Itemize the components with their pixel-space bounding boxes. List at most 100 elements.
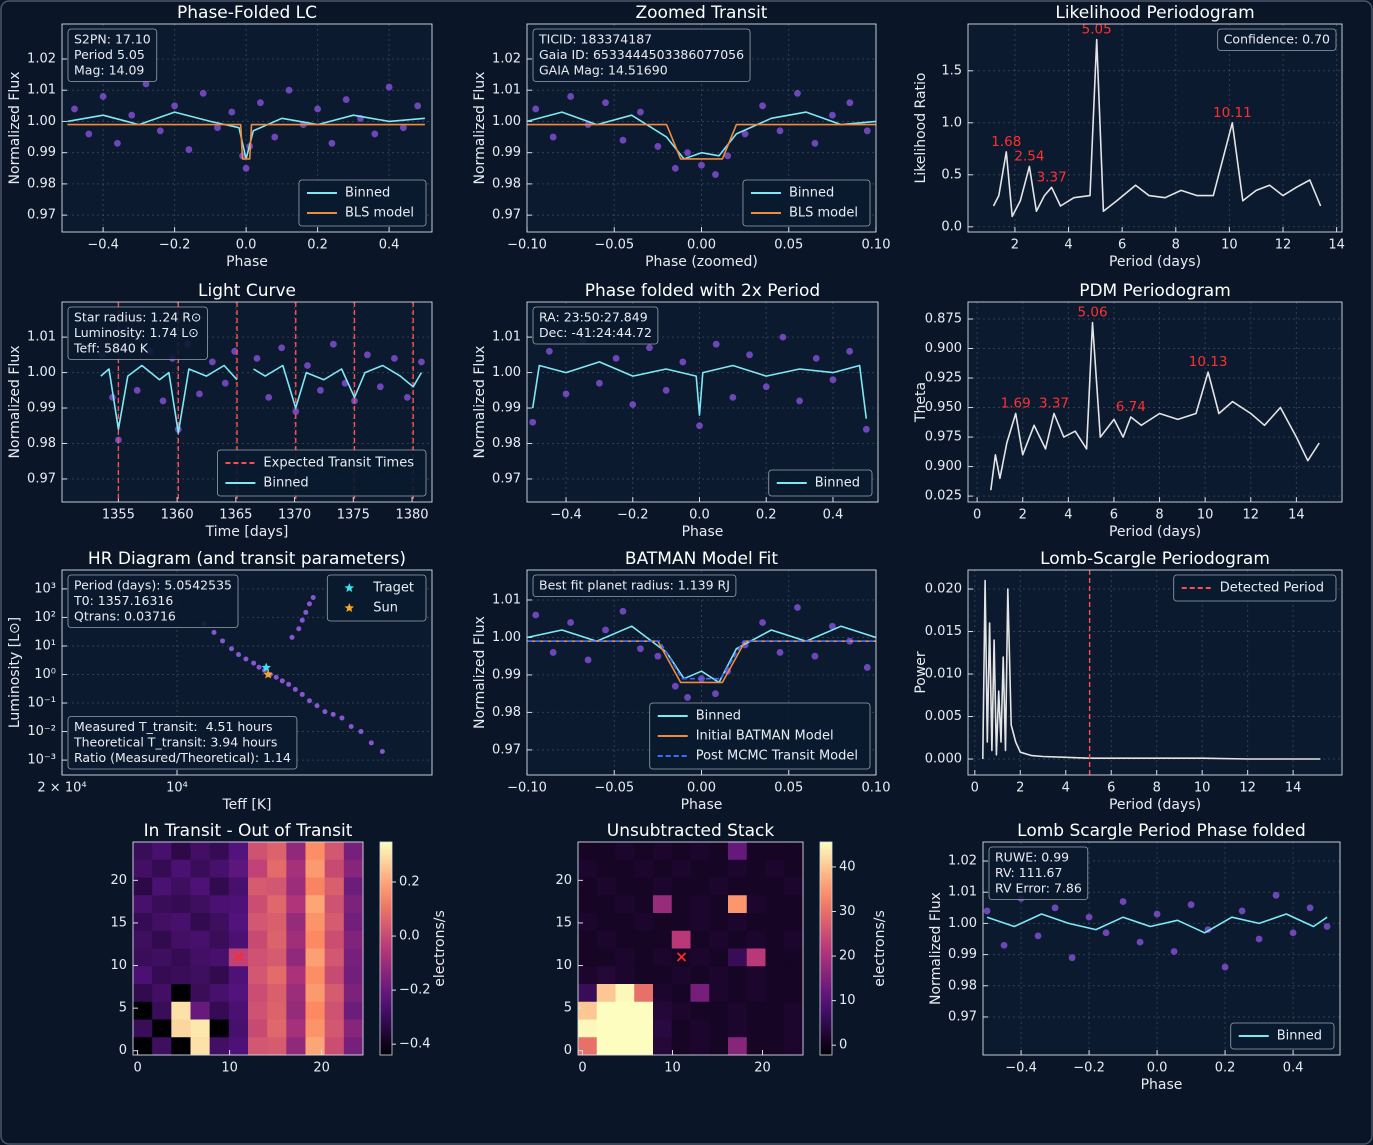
data-point <box>679 358 687 366</box>
heat-cell <box>228 1019 249 1038</box>
star-point <box>322 709 328 715</box>
y-tick-label: 0.99 <box>27 401 56 416</box>
heat-cell <box>765 859 785 878</box>
data-point <box>549 133 557 141</box>
x-tick-label: 0.2 <box>307 238 328 253</box>
y-tick-label: 0.99 <box>27 145 56 160</box>
heat-cell <box>190 842 210 861</box>
heat-cell <box>746 877 766 896</box>
heat-cell <box>784 859 804 878</box>
legend-label: Binned <box>696 709 741 724</box>
y-tick-label: 10⁰ <box>34 667 56 682</box>
x-marker <box>234 952 244 962</box>
y-tick-label: 0.99 <box>492 145 521 160</box>
info-text: S2PN: 17.10 <box>74 32 151 47</box>
data-point <box>265 393 273 401</box>
star-marker <box>261 662 271 672</box>
y-axis-label: Normalized Flux <box>7 72 23 185</box>
chart-title: HR Diagram (and transit parameters) <box>88 549 406 569</box>
legend-swatch <box>344 583 355 592</box>
x-tick-label: −0.2 <box>159 238 191 253</box>
heat-cell <box>133 1037 153 1056</box>
heat-cell <box>634 859 654 878</box>
info-text: RUWE: 0.99 <box>995 850 1069 865</box>
x-tick-label: 0.10 <box>862 238 891 253</box>
x-tick-label: 0.0 <box>1147 1061 1168 1076</box>
colorbar-tick-label: 30 <box>839 904 856 919</box>
series-line <box>990 321 1320 491</box>
info-text: Luminosity: 1.74 L⊙ <box>74 325 199 340</box>
heat-cell <box>324 1001 345 1020</box>
y-tick-label: 0.97 <box>492 471 521 486</box>
data-point <box>671 164 679 172</box>
heat-cell <box>596 1019 616 1038</box>
heat-cell <box>728 877 748 896</box>
peak-label: 10.11 <box>1213 105 1252 121</box>
heat-cell <box>209 877 230 896</box>
heat-cell <box>267 1001 287 1020</box>
x-tick-label: 4 <box>1064 238 1072 253</box>
heat-cell <box>171 859 191 878</box>
x-tick-label: 0 <box>578 1061 586 1076</box>
data-point <box>596 379 603 387</box>
data-point <box>185 146 193 153</box>
y-tick-label: 0.99 <box>492 667 521 682</box>
data-point <box>828 111 836 119</box>
data-point <box>812 354 820 362</box>
info-text: T0: 1357.16316 <box>73 593 173 608</box>
data-point <box>1306 904 1314 912</box>
heat-cell <box>578 948 598 967</box>
y-tick-label: 0.97 <box>492 742 521 757</box>
heat-cell <box>267 859 287 878</box>
colorbar-tick-label: 0.2 <box>399 875 420 890</box>
heat-cell <box>690 895 710 914</box>
data-point <box>696 422 703 430</box>
data-point <box>1000 941 1008 949</box>
heat-cell <box>228 859 249 878</box>
heat-cell <box>133 948 153 967</box>
y-tick-label: 0.950 <box>925 400 962 415</box>
y-tick-label: 1.00 <box>492 630 521 645</box>
heat-cell <box>305 913 325 932</box>
plot-frame <box>526 569 877 776</box>
x-tick-label: 10 <box>1221 238 1238 253</box>
heat-cell <box>305 1001 325 1020</box>
legend-box <box>217 449 427 497</box>
series-line <box>982 579 1321 760</box>
heat-cell <box>671 913 691 932</box>
x-tick-label: 12 <box>1239 781 1256 796</box>
x-tick-label: −0.4 <box>1005 1061 1037 1076</box>
heat-cell <box>578 842 598 861</box>
info-text: Period 5.05 <box>74 47 145 62</box>
heat-cell <box>267 877 287 896</box>
heat-cell <box>267 966 287 985</box>
heat-cell <box>746 913 766 932</box>
x-tick-label: 8 <box>1172 238 1180 253</box>
data-point <box>1102 929 1110 937</box>
data-point <box>828 622 836 630</box>
heat-cell <box>209 842 230 861</box>
data-point <box>342 96 350 103</box>
heat-cell <box>248 1037 268 1056</box>
x-tick-label: 2 <box>1016 781 1024 796</box>
y-axis-label: Normalized Flux <box>7 346 23 459</box>
info-text: Ratio (Measured/Theoretical): 1.14 <box>74 750 291 765</box>
colorbar-tick-label: 20 <box>839 949 856 964</box>
info-box <box>1217 28 1337 51</box>
data-point <box>114 139 121 147</box>
legend-label: BLS model <box>789 206 858 221</box>
heat-cell <box>671 966 691 985</box>
data-point <box>314 105 322 113</box>
x-tick-label: 0.05 <box>774 781 803 796</box>
heat-cell <box>709 984 729 1003</box>
heat-cell <box>228 1001 249 1020</box>
plot-frame <box>61 23 433 233</box>
info-box <box>988 846 1089 900</box>
data-point <box>629 401 637 408</box>
plot-frame <box>967 569 1343 776</box>
y-tick-label: 10⁻¹ <box>27 696 56 711</box>
x-tick-label: 8 <box>1153 781 1161 796</box>
info-box <box>532 28 751 82</box>
x-marker <box>676 952 687 962</box>
heat-cell <box>596 859 616 878</box>
